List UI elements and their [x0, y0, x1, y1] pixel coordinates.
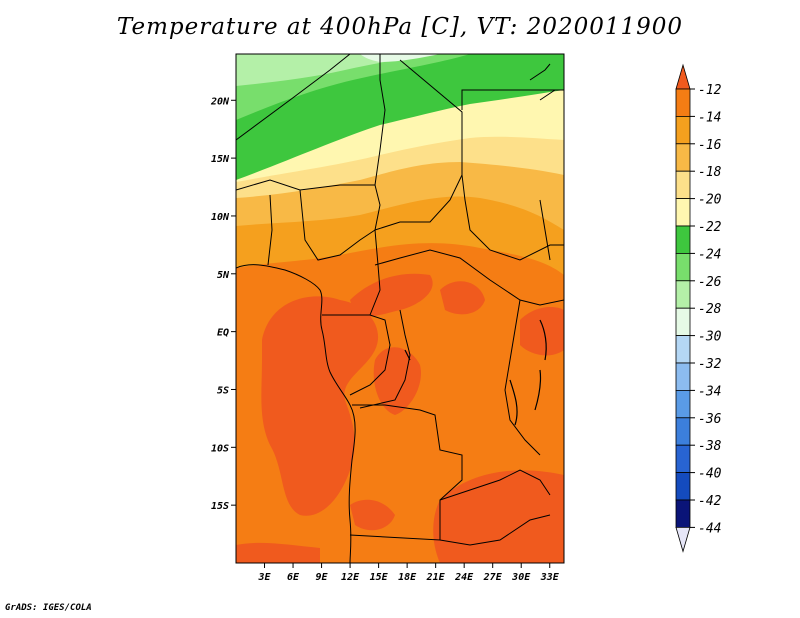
warm-core-east — [440, 281, 485, 315]
border-ethiopia — [539, 199, 551, 261]
x-tick-label: 15E — [370, 572, 389, 583]
warm-core-central — [350, 273, 433, 318]
warm-core-southwest — [350, 499, 395, 531]
y-axis: 20N 15N 10N 5N EQ 5S 10S 15S — [210, 96, 236, 512]
colorbar-swatch — [675, 499, 691, 528]
border-sudan-south — [461, 174, 564, 261]
colorbar-swatch — [675, 252, 691, 282]
x-tick-label: 6E — [287, 572, 300, 583]
warm-core-south — [236, 542, 320, 563]
colorbar-swatch — [675, 472, 691, 501]
border-angola — [349, 404, 463, 541]
x-tick-label: 30E — [511, 572, 531, 583]
colorbar-label: -34 — [698, 384, 721, 399]
border-sahel — [236, 174, 463, 231]
colorbar-arrow-bottom — [675, 527, 691, 553]
colorbar-label: -40 — [698, 467, 722, 482]
colorbar-label: -44 — [698, 521, 721, 536]
colorbar-label: -22 — [698, 220, 722, 235]
y-tick-label: 15N — [211, 154, 230, 165]
x-tick-label: 9E — [316, 572, 329, 583]
band-28 — [236, 54, 420, 86]
colorbar-swatch — [675, 198, 691, 227]
map-title: Temperature at 400hPa [C], VT: 202001190… — [116, 14, 684, 40]
border-sahara-west — [236, 54, 351, 141]
border-drc-west — [359, 309, 411, 409]
colorbar-swatch — [675, 88, 691, 117]
colorbar-swatch — [675, 362, 691, 391]
colorbar-label: -36 — [698, 412, 722, 427]
colorbar-label: -28 — [698, 302, 722, 317]
x-tick-label: 18E — [398, 572, 417, 583]
lakes — [404, 319, 547, 426]
warm-core-central-2 — [373, 347, 421, 415]
colorbar-swatch — [675, 335, 691, 364]
border-drc-east — [504, 299, 541, 456]
border-libya-sudan — [399, 59, 463, 175]
lake-central — [404, 349, 411, 361]
x-tick-label: 33E — [540, 572, 560, 583]
y-tick-label: EQ — [217, 328, 229, 339]
colorbar-label: -30 — [698, 330, 722, 345]
colorbar-swatch — [675, 170, 691, 199]
colorbar-swatch — [675, 116, 691, 145]
border-south — [439, 514, 551, 546]
credit-text: GrADS: IGES/COLA — [5, 603, 92, 613]
x-tick-label: 27E — [483, 572, 503, 583]
border-car — [374, 249, 564, 306]
border-congo — [322, 314, 391, 396]
x-tick-label: 24E — [454, 572, 474, 583]
y-tick-label: 5N — [217, 270, 230, 281]
colorbar-label: -32 — [698, 357, 722, 372]
temperature-field — [236, 54, 564, 563]
colorbar-label: -42 — [698, 494, 722, 509]
coastline-gulf-of-guinea — [236, 264, 356, 563]
colorbar-label: -18 — [698, 165, 722, 180]
y-tick-label: 20N — [210, 96, 230, 107]
lake-kivu — [509, 379, 518, 426]
x-tick-label: 3E — [257, 572, 271, 583]
lake-tanganyika — [534, 369, 542, 411]
colorbar: -12 -14 -16 -18 -20 -22 -24 -26 -28 -30 -32 -34 -36 -… — [675, 63, 722, 553]
y-tick-label: 15S — [211, 501, 229, 512]
colorbar-label: -24 — [698, 247, 721, 262]
colorbar-swatch — [675, 280, 691, 309]
colorbar-label: -26 — [698, 275, 722, 290]
border-egypt — [461, 89, 564, 110]
colorbar-arrow-top — [675, 63, 691, 90]
colorbar-swatch — [675, 417, 691, 446]
border-sahara-east — [374, 54, 386, 186]
colorbar-label: -14 — [698, 110, 721, 125]
x-tick-label: 21E — [426, 572, 446, 583]
colorbar-swatch — [675, 225, 691, 254]
lake-albert — [539, 319, 547, 361]
warm-core-southeast — [433, 470, 564, 563]
colorbar-swatch — [675, 307, 691, 337]
colorbar-swatch — [675, 143, 691, 172]
coast-red-sea — [529, 63, 556, 101]
y-tick-label: 10S — [211, 443, 229, 454]
border-cameroon — [369, 229, 381, 316]
warm-core-west — [261, 296, 379, 516]
border-nigeria — [267, 189, 376, 266]
map-frame — [235, 53, 565, 564]
colorbar-swatch — [675, 389, 691, 419]
colorbar-label: -16 — [698, 138, 722, 153]
colorbar-label: -38 — [698, 439, 722, 454]
border-zambia — [439, 469, 551, 501]
y-tick-label: 5S — [217, 385, 229, 396]
borders — [236, 54, 564, 563]
y-tick-label: 10N — [211, 212, 230, 223]
colorbar-label: -20 — [698, 193, 722, 208]
colorbar-swatch — [675, 444, 691, 474]
colorbar-label: -12 — [698, 83, 722, 98]
warm-core-lakes — [520, 307, 564, 356]
x-axis: 3E 6E 9E 12E 15E 18E 21E 24E 27E 30E 33E — [257, 563, 560, 583]
x-tick-label: 12E — [341, 572, 360, 583]
